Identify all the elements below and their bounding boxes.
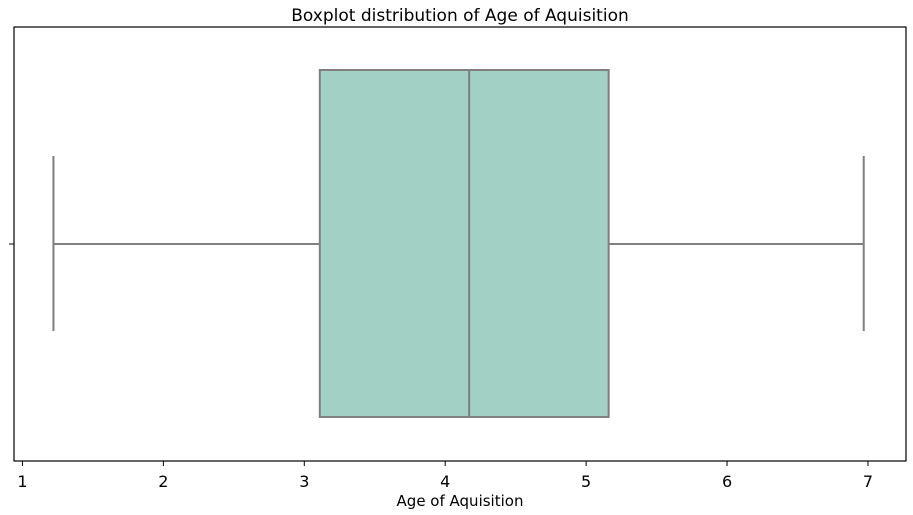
- x-tick-label-6: 6: [722, 472, 732, 491]
- x-tick-label-4: 4: [440, 472, 450, 491]
- x-tick-label-3: 3: [299, 472, 309, 491]
- x-tick-label-7: 7: [863, 472, 873, 491]
- x-tick-label-2: 2: [158, 472, 168, 491]
- box-group: [52, 69, 865, 418]
- x-tick-label-1: 1: [17, 472, 27, 491]
- chart-title: Boxplot distribution of Age of Aquisitio…: [291, 6, 629, 26]
- x-axis-ticks: 1 2 3 4 5 6 7: [17, 461, 873, 491]
- x-tick-label-5: 5: [581, 472, 591, 491]
- x-axis-label: Age of Aquisition: [397, 492, 524, 510]
- interquartile-box: [318, 69, 610, 418]
